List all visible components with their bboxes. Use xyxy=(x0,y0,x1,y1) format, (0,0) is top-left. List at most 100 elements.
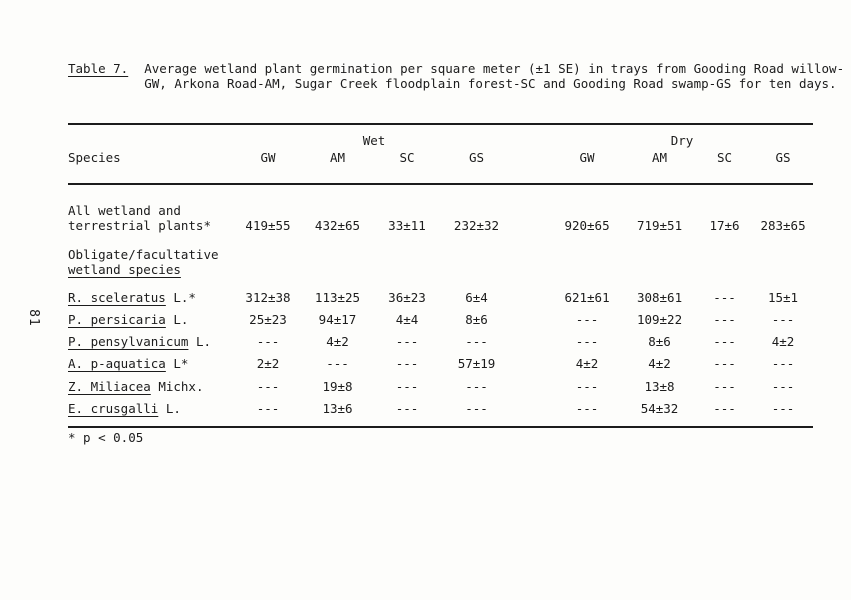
table-row: P. pensylvanicum L. --- 4±2 --- --- --- … xyxy=(68,327,813,349)
table-row: Z. Miliacea Michx. --- 19±8 --- --- --- … xyxy=(68,372,813,394)
germination-table: Wet Dry Species GW AM SC GS GW AM SC GS … xyxy=(68,123,814,428)
value-cell: --- xyxy=(256,400,280,416)
table-row-summary: All wetland and terrestrial plants* 419±… xyxy=(68,184,813,236)
col-header-gs-wet: GS xyxy=(440,148,514,185)
group-header-dry: Dry xyxy=(670,133,694,148)
value-cell: --- xyxy=(575,378,599,394)
value-cell: --- xyxy=(465,400,488,416)
value-cell: 13±8 xyxy=(644,378,675,394)
value-cell: --- xyxy=(326,356,349,372)
table-row: P. persicaria L. 25±23 94±17 4±4 8±6 ---… xyxy=(68,305,813,327)
value-cell: 6±4 xyxy=(465,289,488,305)
species-authority: L* xyxy=(165,356,189,372)
value-cell: 13±6 xyxy=(322,400,353,416)
col-header-gs-dry: GS xyxy=(753,148,814,185)
table-caption: Table 7. Average wetland plant germinati… xyxy=(68,61,846,92)
value-cell: 25±23 xyxy=(249,311,287,327)
species-name-cell: E. crusgalli L. xyxy=(68,394,235,427)
value-cell: 4±2 xyxy=(326,334,349,349)
table-group-header-row: Wet Dry xyxy=(68,124,813,148)
value-cell: --- xyxy=(771,311,795,327)
value-cell: --- xyxy=(395,356,419,372)
value-cell: 109±22 xyxy=(636,311,683,327)
value-cell: --- xyxy=(575,400,599,416)
value-cell: 920±65 xyxy=(564,217,610,233)
summary-label-line-1: All wetland and xyxy=(68,202,181,218)
table-section-header: Obligate/facultative wetland species xyxy=(68,235,813,283)
value-cell: 113±25 xyxy=(314,289,361,305)
group-header-wet: Wet xyxy=(362,133,386,148)
value-cell: 8±6 xyxy=(648,334,671,349)
species-name: A. p-aquatica xyxy=(68,356,166,372)
species-name-cell: P. persicaria L. xyxy=(68,305,235,327)
species-name-cell: R. sceleratus L.* xyxy=(68,283,235,305)
value-cell: --- xyxy=(713,400,736,416)
value-cell: 621±61 xyxy=(564,289,610,305)
value-cell: 232±32 xyxy=(453,217,500,233)
section-header-line-2: wetland species xyxy=(68,262,181,278)
value-cell: --- xyxy=(771,378,795,394)
value-cell: --- xyxy=(713,334,736,349)
value-cell: --- xyxy=(713,311,736,327)
species-authority: L. xyxy=(165,311,189,327)
value-cell: 283±65 xyxy=(760,217,806,233)
value-cell: --- xyxy=(465,334,488,349)
value-cell: 15±1 xyxy=(767,289,799,305)
summary-label-line-2: terrestrial plants* xyxy=(68,217,211,233)
value-cell: 432±65 xyxy=(314,217,361,233)
table-row: R. sceleratus L.* 312±38 113±25 36±23 6±… xyxy=(68,283,813,305)
species-name: Z. Miliacea xyxy=(68,378,151,394)
value-cell: --- xyxy=(575,311,599,327)
value-cell: --- xyxy=(771,356,795,372)
value-cell: 8±6 xyxy=(465,311,488,327)
table-row: E. crusgalli L. --- 13±6 --- --- --- 54±… xyxy=(68,394,813,427)
table-column-header-row: Species GW AM SC GS GW AM SC GS xyxy=(68,148,814,185)
value-cell: 17±6 xyxy=(709,217,740,233)
species-authority: Michx. xyxy=(150,378,204,394)
germination-table-wrapper: Wet Dry Species GW AM SC GS GW AM SC GS … xyxy=(68,123,814,428)
species-name: P. persicaria xyxy=(68,311,166,327)
species-authority: L.* xyxy=(165,289,196,305)
col-header-am-dry: AM xyxy=(623,148,697,185)
species-authority: L. xyxy=(158,400,181,416)
value-cell: --- xyxy=(256,378,280,394)
value-cell: 4±2 xyxy=(771,334,795,349)
value-cell: --- xyxy=(575,334,599,349)
section-header-line-1: Obligate/facultative xyxy=(68,247,219,262)
species-authority: L. xyxy=(188,334,211,349)
caption-line-1: Average wetland plant germination per sq… xyxy=(144,61,845,76)
value-cell: 2±2 xyxy=(256,356,280,372)
value-cell: 4±4 xyxy=(395,311,419,327)
col-header-gw-wet: GW xyxy=(235,148,301,185)
species-name-cell: P. pensylvanicum L. xyxy=(68,327,235,349)
table-caption-label: Table 7. xyxy=(68,61,129,76)
value-cell: 19±8 xyxy=(322,378,353,394)
value-cell: 33±11 xyxy=(388,217,426,233)
value-cell: 4±2 xyxy=(575,356,599,372)
col-header-am-wet: AM xyxy=(301,148,374,185)
species-name: E. crusgalli xyxy=(68,400,159,416)
value-cell: --- xyxy=(713,289,736,305)
caption-line-2: GW, Arkona Road-AM, Sugar Creek floodpla… xyxy=(144,76,837,92)
page-number: 81 xyxy=(25,309,41,327)
value-cell: 54±32 xyxy=(640,400,679,416)
species-name-cell: A. p-aquatica L* xyxy=(68,349,235,371)
value-cell: 57±19 xyxy=(457,356,496,372)
significance-footnote: * p < 0.05 xyxy=(68,430,144,445)
value-cell: --- xyxy=(395,334,419,349)
col-header-species: Species xyxy=(68,148,235,185)
value-cell: --- xyxy=(713,378,736,394)
value-cell: --- xyxy=(465,378,488,394)
species-name: R. sceleratus xyxy=(68,289,166,305)
table-caption-text: Average wetland plant germination per sq… xyxy=(144,61,846,92)
value-cell: --- xyxy=(256,334,280,349)
species-name: P. pensylvanicum xyxy=(68,334,189,349)
value-cell: --- xyxy=(771,400,795,416)
summary-row-label: All wetland and terrestrial plants* xyxy=(68,184,235,236)
col-header-sc-wet: SC xyxy=(374,148,440,185)
value-cell: --- xyxy=(395,400,419,416)
value-cell: 4±2 xyxy=(648,356,671,372)
table-row: A. p-aquatica L* 2±2 --- --- 57±19 4±2 4… xyxy=(68,349,813,371)
value-cell: 312±38 xyxy=(245,289,291,305)
